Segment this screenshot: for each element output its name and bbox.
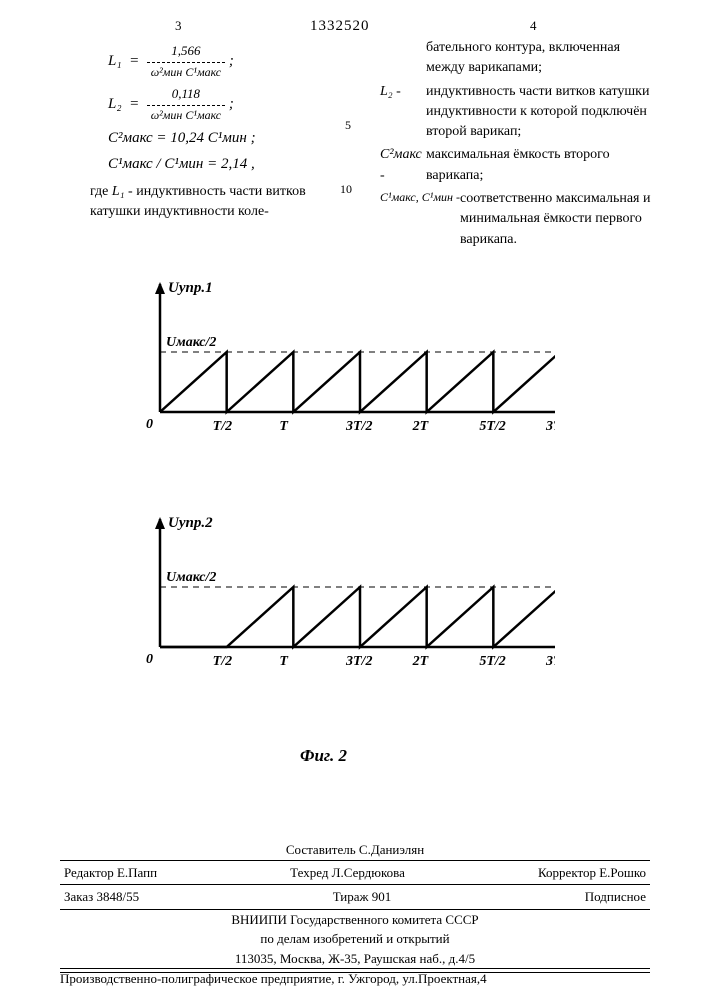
svg-text:Uмакс/2: Uмакс/2 [166,570,216,585]
org-line: по делам изобретений и открытий [60,929,650,949]
tech-editor: Техред Л.Сердюкова [290,863,405,883]
svg-text:5T/2: 5T/2 [479,419,505,434]
print-run: Тираж 901 [333,887,392,907]
svg-text:T: T [279,419,289,434]
svg-text:0: 0 [146,417,153,432]
formula-l1: L₁ = 1,566 ω²мин С¹макс ; [108,42,340,81]
document-number: 1332520 [310,18,370,35]
def-continuation: бательного контура, включенная между вар… [426,38,660,79]
svg-text:Uмакс/2: Uмакс/2 [166,335,216,350]
figure-caption: Фиг. 2 [300,746,347,766]
corrector: Корректор Е.Рошко [538,863,646,883]
svg-text:0: 0 [146,652,153,667]
formula-lhs: L₁ [108,53,122,69]
footer-block: Составитель С.Даниэлян Редактор Е.Папп Т… [60,840,650,973]
svg-text:2T: 2T [412,654,430,669]
org-line: ВНИИПИ Государственного комитета СССР [60,910,650,930]
svg-text:T/2: T/2 [213,419,232,434]
svg-text:Uупр.1: Uупр.1 [168,280,213,296]
line-number: 10 [340,182,352,197]
editor: Редактор Е.Папп [64,863,157,883]
fraction: 0,118 ω²мин С¹макс [147,85,225,124]
def-text: индуктивность части витков катушки индук… [426,82,660,143]
left-column: L₁ = 1,566 ω²мин С¹макс ; L₂ = 0,118 ω²м… [90,38,340,223]
svg-text:3T: 3T [545,419,555,434]
def-text: максимальная ёмкость второго варикапа; [426,145,660,186]
subscription: Подписное [585,887,646,907]
def-symbol: С²макс - [380,145,426,186]
chart-uupr2: Uупр.2Uмакс/20T/2T3T/22T5T/23Tt [115,507,555,687]
svg-text:2T: 2T [412,419,430,434]
fraction: 1,566 ω²мин С¹макс [147,42,225,81]
order-number: Заказ 3848/55 [64,887,139,907]
formula-lhs: L₂ [108,96,122,112]
right-column: бательного контура, включенная между вар… [380,38,660,253]
def-symbol: С¹макс, С¹мин - [380,189,460,250]
page-number-right: 4 [530,18,537,34]
figure-area: Uупр.1Uмакс/20T/2T3T/22T5T/23Tt Uупр.2Uм… [115,272,555,692]
formula-ratio: С¹макс / С¹мин = 2,14 , [108,154,340,176]
svg-text:3T/2: 3T/2 [345,654,372,669]
formula-l2: L₂ = 0,118 ω²мин С¹макс ; [108,85,340,124]
footer-row: Заказ 3848/55 Тираж 901 Подписное [60,885,650,910]
compiler: Составитель С.Даниэлян [60,840,650,860]
svg-text:3T/2: 3T/2 [345,419,372,434]
footer-row: Редактор Е.Папп Техред Л.Сердюкова Корре… [60,860,650,886]
def-text: соответственно максимальная и минимальна… [460,189,660,250]
svg-text:T: T [279,654,289,669]
where-label: где [90,184,108,199]
svg-text:Uупр.2: Uупр.2 [168,515,213,531]
formula-c2: С²макс = 10,24 С¹мин ; [108,128,340,150]
def-symbol: L₂ - [380,82,426,143]
page-number-left: 3 [175,18,182,34]
line-number: 5 [345,118,351,133]
svg-text:T/2: T/2 [213,654,232,669]
footer-bottom: Производственно-полиграфическое предприя… [60,968,650,987]
svg-text:3T: 3T [545,654,555,669]
chart-uupr1: Uупр.1Uмакс/20T/2T3T/22T5T/23Tt [115,272,555,452]
svg-text:5T/2: 5T/2 [479,654,505,669]
def-symbol: L₁ - [112,184,133,199]
